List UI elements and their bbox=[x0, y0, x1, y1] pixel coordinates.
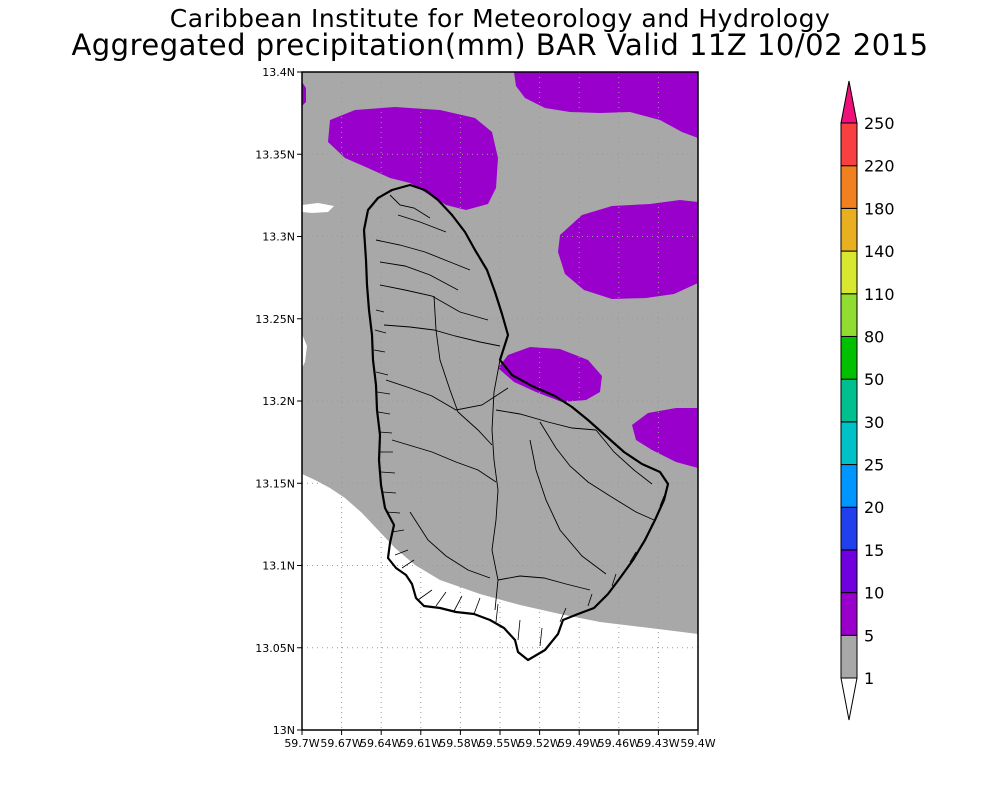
colorbar-label: 80 bbox=[864, 327, 884, 346]
white-notch-north bbox=[302, 203, 334, 213]
lat-tick-label: 13.1N bbox=[262, 560, 295, 573]
colorbar-label: 15 bbox=[864, 541, 884, 560]
map-plot-area bbox=[302, 72, 698, 730]
shade-5-10-blob-northwest bbox=[328, 107, 498, 210]
chart-title-line-1: Caribbean Institute for Meteorology and … bbox=[169, 4, 831, 33]
shade-5-10-blob-north bbox=[514, 72, 698, 138]
colorbar-segment bbox=[840, 549, 858, 594]
latitude-axis: 13N 13.05N 13.1N 13.15N 13.2N 13.25N 13.3N 13.3… bbox=[255, 66, 302, 737]
shade-5-10-blob-southeast bbox=[632, 408, 698, 468]
colorbar-label: 50 bbox=[864, 370, 884, 389]
colorbar-segment bbox=[840, 335, 858, 380]
colorbar-segment bbox=[840, 293, 858, 337]
lon-tick-label: 59.64W bbox=[360, 737, 402, 750]
longitude-axis: 59.7W 59.67W59.64W59.61W59.58W59.55W59.52… bbox=[284, 730, 716, 750]
shade-5-10-blob-east bbox=[558, 200, 698, 299]
lat-tick-label: 13.15N bbox=[255, 477, 295, 490]
parish-boundaries bbox=[375, 194, 655, 611]
colorbar-label: 1 bbox=[864, 669, 874, 688]
lon-tick-label: 59.49W bbox=[558, 737, 600, 750]
colorbar-bottom-arrow bbox=[840, 677, 858, 721]
west-coast-texture bbox=[373, 309, 665, 647]
lat-tick-label: 13.25N bbox=[255, 313, 295, 326]
lat-tick-label: 13.2N bbox=[262, 395, 295, 408]
lat-tick-label: 13N bbox=[273, 724, 295, 737]
colorbar-label: 20 bbox=[864, 498, 884, 517]
colorbar-label: 25 bbox=[864, 456, 884, 475]
lat-tick-label: 13.3N bbox=[262, 231, 295, 244]
lat-tick-label: 13.4N bbox=[262, 66, 295, 79]
colorbar-segment bbox=[840, 421, 858, 466]
colorbar-label: 10 bbox=[864, 584, 884, 603]
colorbar-label: 180 bbox=[864, 199, 895, 218]
grid-lines bbox=[302, 72, 698, 730]
lon-tick-label: 59.4W bbox=[680, 737, 715, 750]
colorbar-segment bbox=[840, 378, 858, 423]
colorbar-segment bbox=[840, 506, 858, 551]
lon-tick-label: 59.67W bbox=[320, 737, 362, 750]
lat-tick-label: 13.05N bbox=[255, 642, 295, 655]
colorbar-segment bbox=[840, 207, 858, 252]
barbados-coastline bbox=[362, 183, 670, 662]
colorbar-segment bbox=[840, 250, 858, 295]
lon-tick-label: 59.58W bbox=[439, 737, 481, 750]
lon-tick-label: 59.7W bbox=[284, 737, 319, 750]
colorbar-label: 30 bbox=[864, 413, 884, 432]
colorbar-top-arrow bbox=[840, 80, 858, 124]
colorbar-segment bbox=[840, 122, 858, 167]
lon-tick-label: 59.55W bbox=[479, 737, 521, 750]
shade-5-10-blob-nw-edge bbox=[302, 82, 306, 106]
colorbar-label: 140 bbox=[864, 242, 895, 261]
white-notch-west bbox=[302, 334, 307, 368]
colorbar-segment bbox=[840, 592, 858, 636]
colorbar-label: 220 bbox=[864, 157, 895, 176]
lat-tick-label: 13.35N bbox=[255, 148, 295, 161]
lon-tick-label: 59.43W bbox=[637, 737, 679, 750]
lon-tick-label: 59.52W bbox=[518, 737, 560, 750]
colorbar-segment bbox=[840, 464, 858, 508]
colorbar-label: 110 bbox=[864, 285, 895, 304]
colorbar-segment bbox=[840, 165, 858, 209]
lon-tick-label: 59.61W bbox=[400, 737, 442, 750]
colorbar-label: 5 bbox=[864, 626, 874, 645]
chart-title-line-2: Aggregated precipitation(mm) BAR Valid 1… bbox=[71, 28, 929, 62]
shade-5-10-blob-central bbox=[498, 347, 602, 402]
colorbar-segment bbox=[840, 634, 858, 679]
lon-tick-label: 59.46W bbox=[598, 737, 640, 750]
colorbar-label: 250 bbox=[864, 114, 895, 133]
